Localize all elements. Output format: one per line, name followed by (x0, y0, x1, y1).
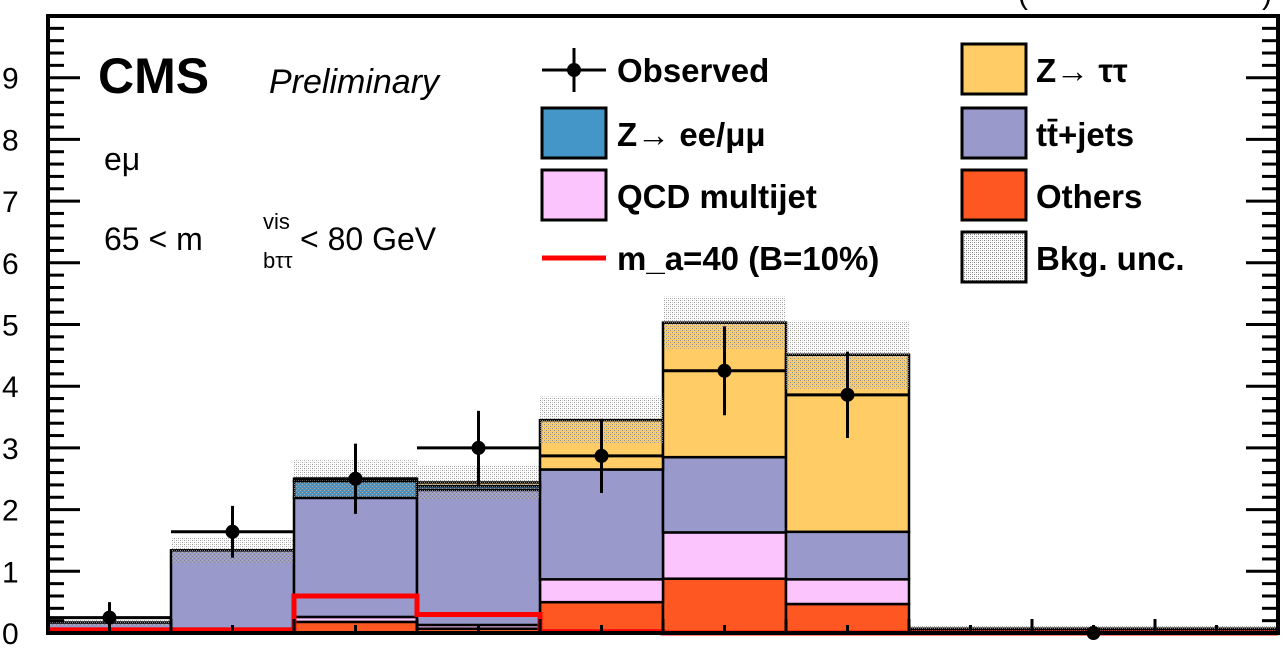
y-tick-label-4: 4 (2, 371, 19, 404)
y-tick-label-7: 7 (2, 186, 19, 219)
bar-tt-jets-bin-5 (661, 455, 788, 534)
legend-swatch-tt (960, 106, 1028, 160)
mass-window-post: < 80 GeV (300, 221, 437, 257)
legend-label-oth: Others (1036, 178, 1142, 215)
observed-point-bin-4 (594, 448, 609, 463)
channel-label: eμ (104, 141, 140, 177)
legend-swatch-qcd (540, 168, 608, 222)
legend-label-ztt: Z→ ττ (1036, 52, 1128, 89)
bar-qcd-multijet-bin-5 (661, 531, 788, 580)
header-fragment-right: ) (1262, 0, 1272, 11)
legend-marker-dot (567, 63, 581, 77)
legend-label-zll: Z→ ee/μμ (617, 116, 766, 153)
observed-point-bin-0 (102, 610, 117, 625)
legend-swatch-unc (960, 230, 1028, 284)
legend-swatch-ztt (960, 42, 1028, 96)
legend-label-observed: Observed (617, 52, 769, 89)
y-tick-label-0: 0 (2, 618, 19, 648)
legend: Observed Z→ ττ Z→ ee/μμ tt̄+jets QCD multije… (540, 42, 1185, 284)
y-tick-label-2: 2 (2, 495, 19, 528)
axes-frame: 0 1 2 3 4 5 6 7 8 9 (2, 14, 1280, 648)
bar-qcd-multijet-bin-6 (784, 578, 911, 606)
bar-qcd-multijet-bin-4 (538, 578, 665, 604)
legend-label-sig: m_a=40 (B=10%) (617, 240, 879, 277)
bar-tt-jets-bin-6 (784, 530, 911, 581)
preliminary-label: Preliminary (269, 63, 441, 101)
observed-point-bin-5 (717, 363, 732, 378)
y-tick-label-3: 3 (2, 433, 19, 466)
legend-label-unc: Bkg. unc. (1036, 240, 1185, 277)
bar-others-bin-5 (661, 577, 788, 635)
stacked-histogram (46, 321, 1280, 635)
observed-point-bin-3 (471, 440, 486, 455)
mass-window-pre: 65 < m (104, 221, 203, 257)
observed-point-bin-2 (348, 471, 363, 486)
y-tick-label-9: 9 (2, 63, 19, 96)
bar-tt-jets-bin-2 (292, 496, 419, 619)
y-tick-label-6: 6 (2, 248, 19, 281)
y-tick-label-1: 1 (2, 556, 19, 589)
header-fragment-left: ( (1018, 0, 1028, 11)
legend-label-tt: tt̄+jets (1036, 116, 1134, 153)
mass-window-label: 65 < m (104, 221, 203, 257)
legend-swatch-oth (960, 168, 1028, 222)
legend-swatch-zll (540, 106, 608, 160)
y-tick-label-8: 8 (2, 124, 19, 157)
observed-point-bin-6 (840, 387, 855, 402)
observed-data (48, 326, 1155, 640)
mass-window-sup: vis (263, 209, 290, 234)
legend-label-qcd: QCD multijet (617, 178, 817, 215)
annotations: ( ) CMS Preliminary eμ 65 < m vis bττ < … (98, 0, 1272, 273)
bar-tt-jets-bin-3 (415, 488, 542, 627)
mass-window-sub: bττ (263, 248, 293, 273)
observed-point-bin-1 (225, 524, 240, 539)
y-tick-label-5: 5 (2, 310, 19, 343)
cms-label: CMS (98, 48, 209, 104)
